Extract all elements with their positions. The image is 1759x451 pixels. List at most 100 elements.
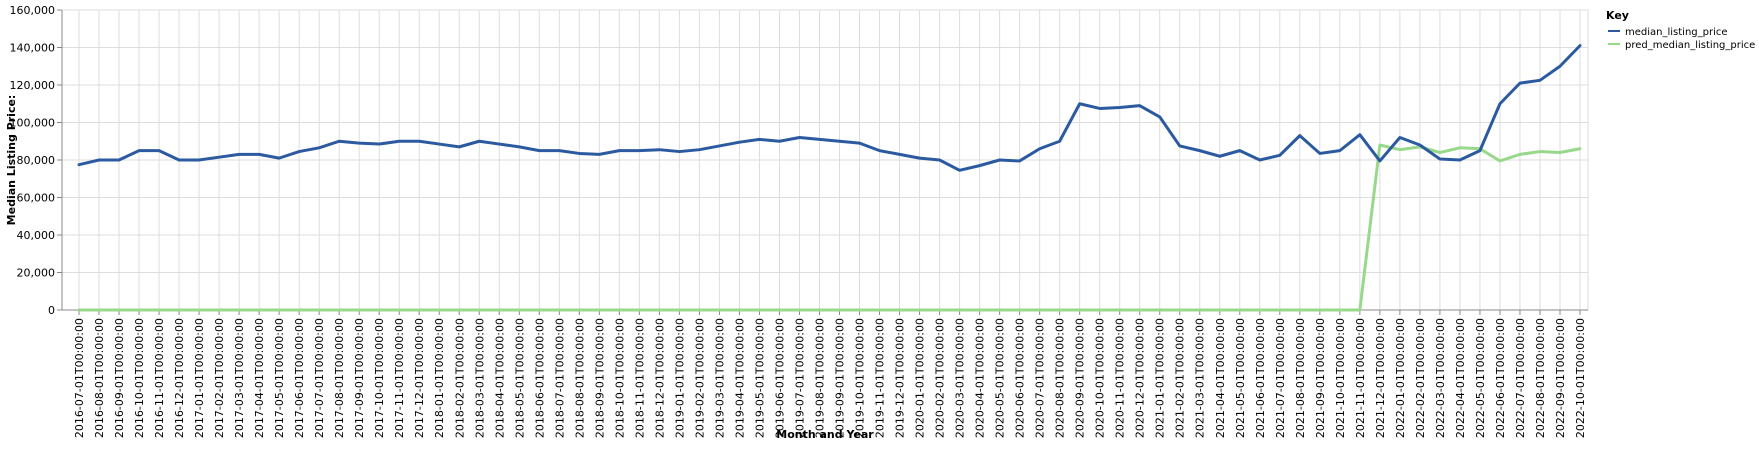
x-tick-label: 2020-12-01T00:00:00 <box>1134 318 1147 438</box>
y-tick-label: 60,000 <box>17 192 56 205</box>
x-tick-label: 2017-04-01T00:00:00 <box>253 318 266 438</box>
x-tick-label: 2017-08-01T00:00:00 <box>333 318 346 438</box>
x-tick-label: 2018-06-01T00:00:00 <box>533 318 546 438</box>
x-tick-label: 2018-02-01T00:00:00 <box>453 318 466 438</box>
x-tick-label: 2021-04-01T00:00:00 <box>1214 318 1227 438</box>
y-tick-label: 120,000 <box>10 79 56 92</box>
x-tick-label: 2019-03-01T00:00:00 <box>713 318 726 438</box>
x-tick-label: 2017-07-01T00:00:00 <box>313 318 326 438</box>
x-tick-label: 2020-02-01T00:00:00 <box>934 318 947 438</box>
x-tick-label: 2020-05-01T00:00:00 <box>994 318 1007 438</box>
x-tick-label: 2022-03-01T00:00:00 <box>1434 318 1447 438</box>
x-tick-label: 2019-01-01T00:00:00 <box>673 318 686 438</box>
x-tick-label: 2021-02-01T00:00:00 <box>1174 318 1187 438</box>
x-tick-label: 2017-06-01T00:00:00 <box>293 318 306 438</box>
y-tick-label: 160,000 <box>10 4 56 17</box>
x-tick-label: 2017-05-01T00:00:00 <box>273 318 286 438</box>
x-tick-label: 2018-09-01T00:00:00 <box>593 318 606 438</box>
x-tick-label: 2022-07-01T00:00:00 <box>1514 318 1527 438</box>
y-tick-label: 140,000 <box>10 42 56 55</box>
x-tick-label: 2019-05-01T00:00:00 <box>753 318 766 438</box>
y-tick-label: 80,000 <box>17 154 56 167</box>
x-tick-label: 2022-08-01T00:00:00 <box>1534 318 1547 438</box>
x-tick-label: 2020-06-01T00:00:00 <box>1014 318 1027 438</box>
x-tick-label: 2019-07-01T00:00:00 <box>793 318 806 438</box>
x-tick-label: 2022-02-01T00:00:00 <box>1414 318 1427 438</box>
x-tick-label: 2021-08-01T00:00:00 <box>1294 318 1307 438</box>
x-tick-label: 2020-08-01T00:00:00 <box>1054 318 1067 438</box>
x-tick-label: 2022-10-01T00:00:00 <box>1574 318 1587 438</box>
x-tick-label: 2018-11-01T00:00:00 <box>633 318 646 438</box>
y-tick-label: 20,000 <box>17 267 56 280</box>
x-tick-label: 2021-07-01T00:00:00 <box>1274 318 1287 438</box>
x-tick-label: 2016-07-01T00:00:00 <box>73 318 86 438</box>
tick-labels: 0 20,000 40,000 60,000 80,000 100,000 120,000 1… <box>10 4 1588 438</box>
x-tick-label: 2017-11-01T00:00:00 <box>393 318 406 438</box>
y-tick-label: 0 <box>48 304 55 317</box>
x-tick-label: 2019-04-01T00:00:00 <box>733 318 746 438</box>
x-tick-label: 2022-09-01T00:00:00 <box>1554 318 1567 438</box>
series-lines <box>77 44 1582 312</box>
y-tick-label: 100,000 <box>10 117 56 130</box>
x-tick-label: 2022-01-01T00:00:00 <box>1394 318 1407 438</box>
x-tick-label: 2018-08-01T00:00:00 <box>573 318 586 438</box>
x-tick-label: 2022-05-01T00:00:00 <box>1474 318 1487 438</box>
x-tick-label: 2020-07-01T00:00:00 <box>1034 318 1047 438</box>
x-tick-label: 2017-02-01T00:00:00 <box>213 318 226 438</box>
x-tick-label: 2022-06-01T00:00:00 <box>1494 318 1507 438</box>
x-tick-label: 2019-12-01T00:00:00 <box>894 318 907 438</box>
legend: Key median_listing_price pred_median_list… <box>1606 9 1755 51</box>
x-tick-label: 2018-10-01T00:00:00 <box>613 318 626 438</box>
x-tick-label: 2019-02-01T00:00:00 <box>693 318 706 438</box>
x-tick-label: 2018-03-01T00:00:00 <box>473 318 486 438</box>
x-tick-label: 2020-11-01T00:00:00 <box>1114 318 1127 438</box>
series-line-pred-median-listing-price <box>77 143 1582 312</box>
x-tick-label: 2018-07-01T00:00:00 <box>553 318 566 438</box>
axes <box>57 9 1589 315</box>
x-tick-label: 2021-05-01T00:00:00 <box>1234 318 1247 438</box>
x-tick-label: 2019-06-01T00:00:00 <box>773 318 786 438</box>
x-tick-label: 2016-10-01T00:00:00 <box>133 318 146 438</box>
legend-label: pred_median_listing_price <box>1625 40 1755 51</box>
x-tick-label: 2016-09-01T00:00:00 <box>113 318 126 438</box>
x-tick-label: 2021-03-01T00:00:00 <box>1194 318 1207 438</box>
x-tick-label: 2017-10-01T00:00:00 <box>373 318 386 438</box>
x-tick-label: 2021-09-01T00:00:00 <box>1314 318 1327 438</box>
x-tick-label: 2019-08-01T00:00:00 <box>813 318 826 438</box>
x-tick-label: 2021-12-01T00:00:00 <box>1374 318 1387 438</box>
legend-items: median_listing_price pred_median_listing_… <box>1608 27 1755 51</box>
legend-label: median_listing_price <box>1625 27 1728 38</box>
x-tick-label: 2016-08-01T00:00:00 <box>93 318 106 438</box>
x-tick-label: 2017-03-01T00:00:00 <box>233 318 246 438</box>
x-tick-label: 2018-01-01T00:00:00 <box>433 318 446 438</box>
x-tick-label: 2017-01-01T00:00:00 <box>193 318 206 438</box>
x-tick-label: 2020-01-01T00:00:00 <box>914 318 927 438</box>
x-tick-label: 2018-04-01T00:00:00 <box>493 318 506 438</box>
x-tick-label: 2016-11-01T00:00:00 <box>153 318 166 438</box>
x-tick-label: 2021-06-01T00:00:00 <box>1254 318 1267 438</box>
x-tick-label: 2020-10-01T00:00:00 <box>1094 318 1107 438</box>
series-line-median-listing-price <box>77 44 1582 172</box>
x-tick-label: 2020-09-01T00:00:00 <box>1074 318 1087 438</box>
x-tick-label: 2020-03-01T00:00:00 <box>954 318 967 438</box>
y-tick-label: 40,000 <box>17 229 56 242</box>
x-tick-label: 2018-12-01T00:00:00 <box>653 318 666 438</box>
x-tick-label: 2017-12-01T00:00:00 <box>413 318 426 438</box>
legend-title: Key <box>1606 9 1629 22</box>
x-tick-label: 2021-01-01T00:00:00 <box>1154 318 1167 438</box>
y-axis-title: Median Listing Price: <box>5 95 18 226</box>
x-tick-label: 2018-05-01T00:00:00 <box>513 318 526 438</box>
x-tick-label: 2020-04-01T00:00:00 <box>974 318 987 438</box>
x-tick-label: 2016-12-01T00:00:00 <box>173 318 186 438</box>
x-tick-label: 2022-04-01T00:00:00 <box>1454 318 1467 438</box>
x-axis-title: Month and Year <box>776 428 874 441</box>
x-tick-label: 2019-09-01T00:00:00 <box>834 318 847 438</box>
x-tick-label: 2017-09-01T00:00:00 <box>353 318 366 438</box>
x-tick-label: 2019-11-01T00:00:00 <box>874 318 887 438</box>
x-tick-label: 2021-10-01T00:00:00 <box>1334 318 1347 438</box>
gridlines <box>62 9 1588 311</box>
x-tick-label: 2021-11-01T00:00:00 <box>1354 318 1367 438</box>
x-tick-label: 2019-10-01T00:00:00 <box>854 318 867 438</box>
